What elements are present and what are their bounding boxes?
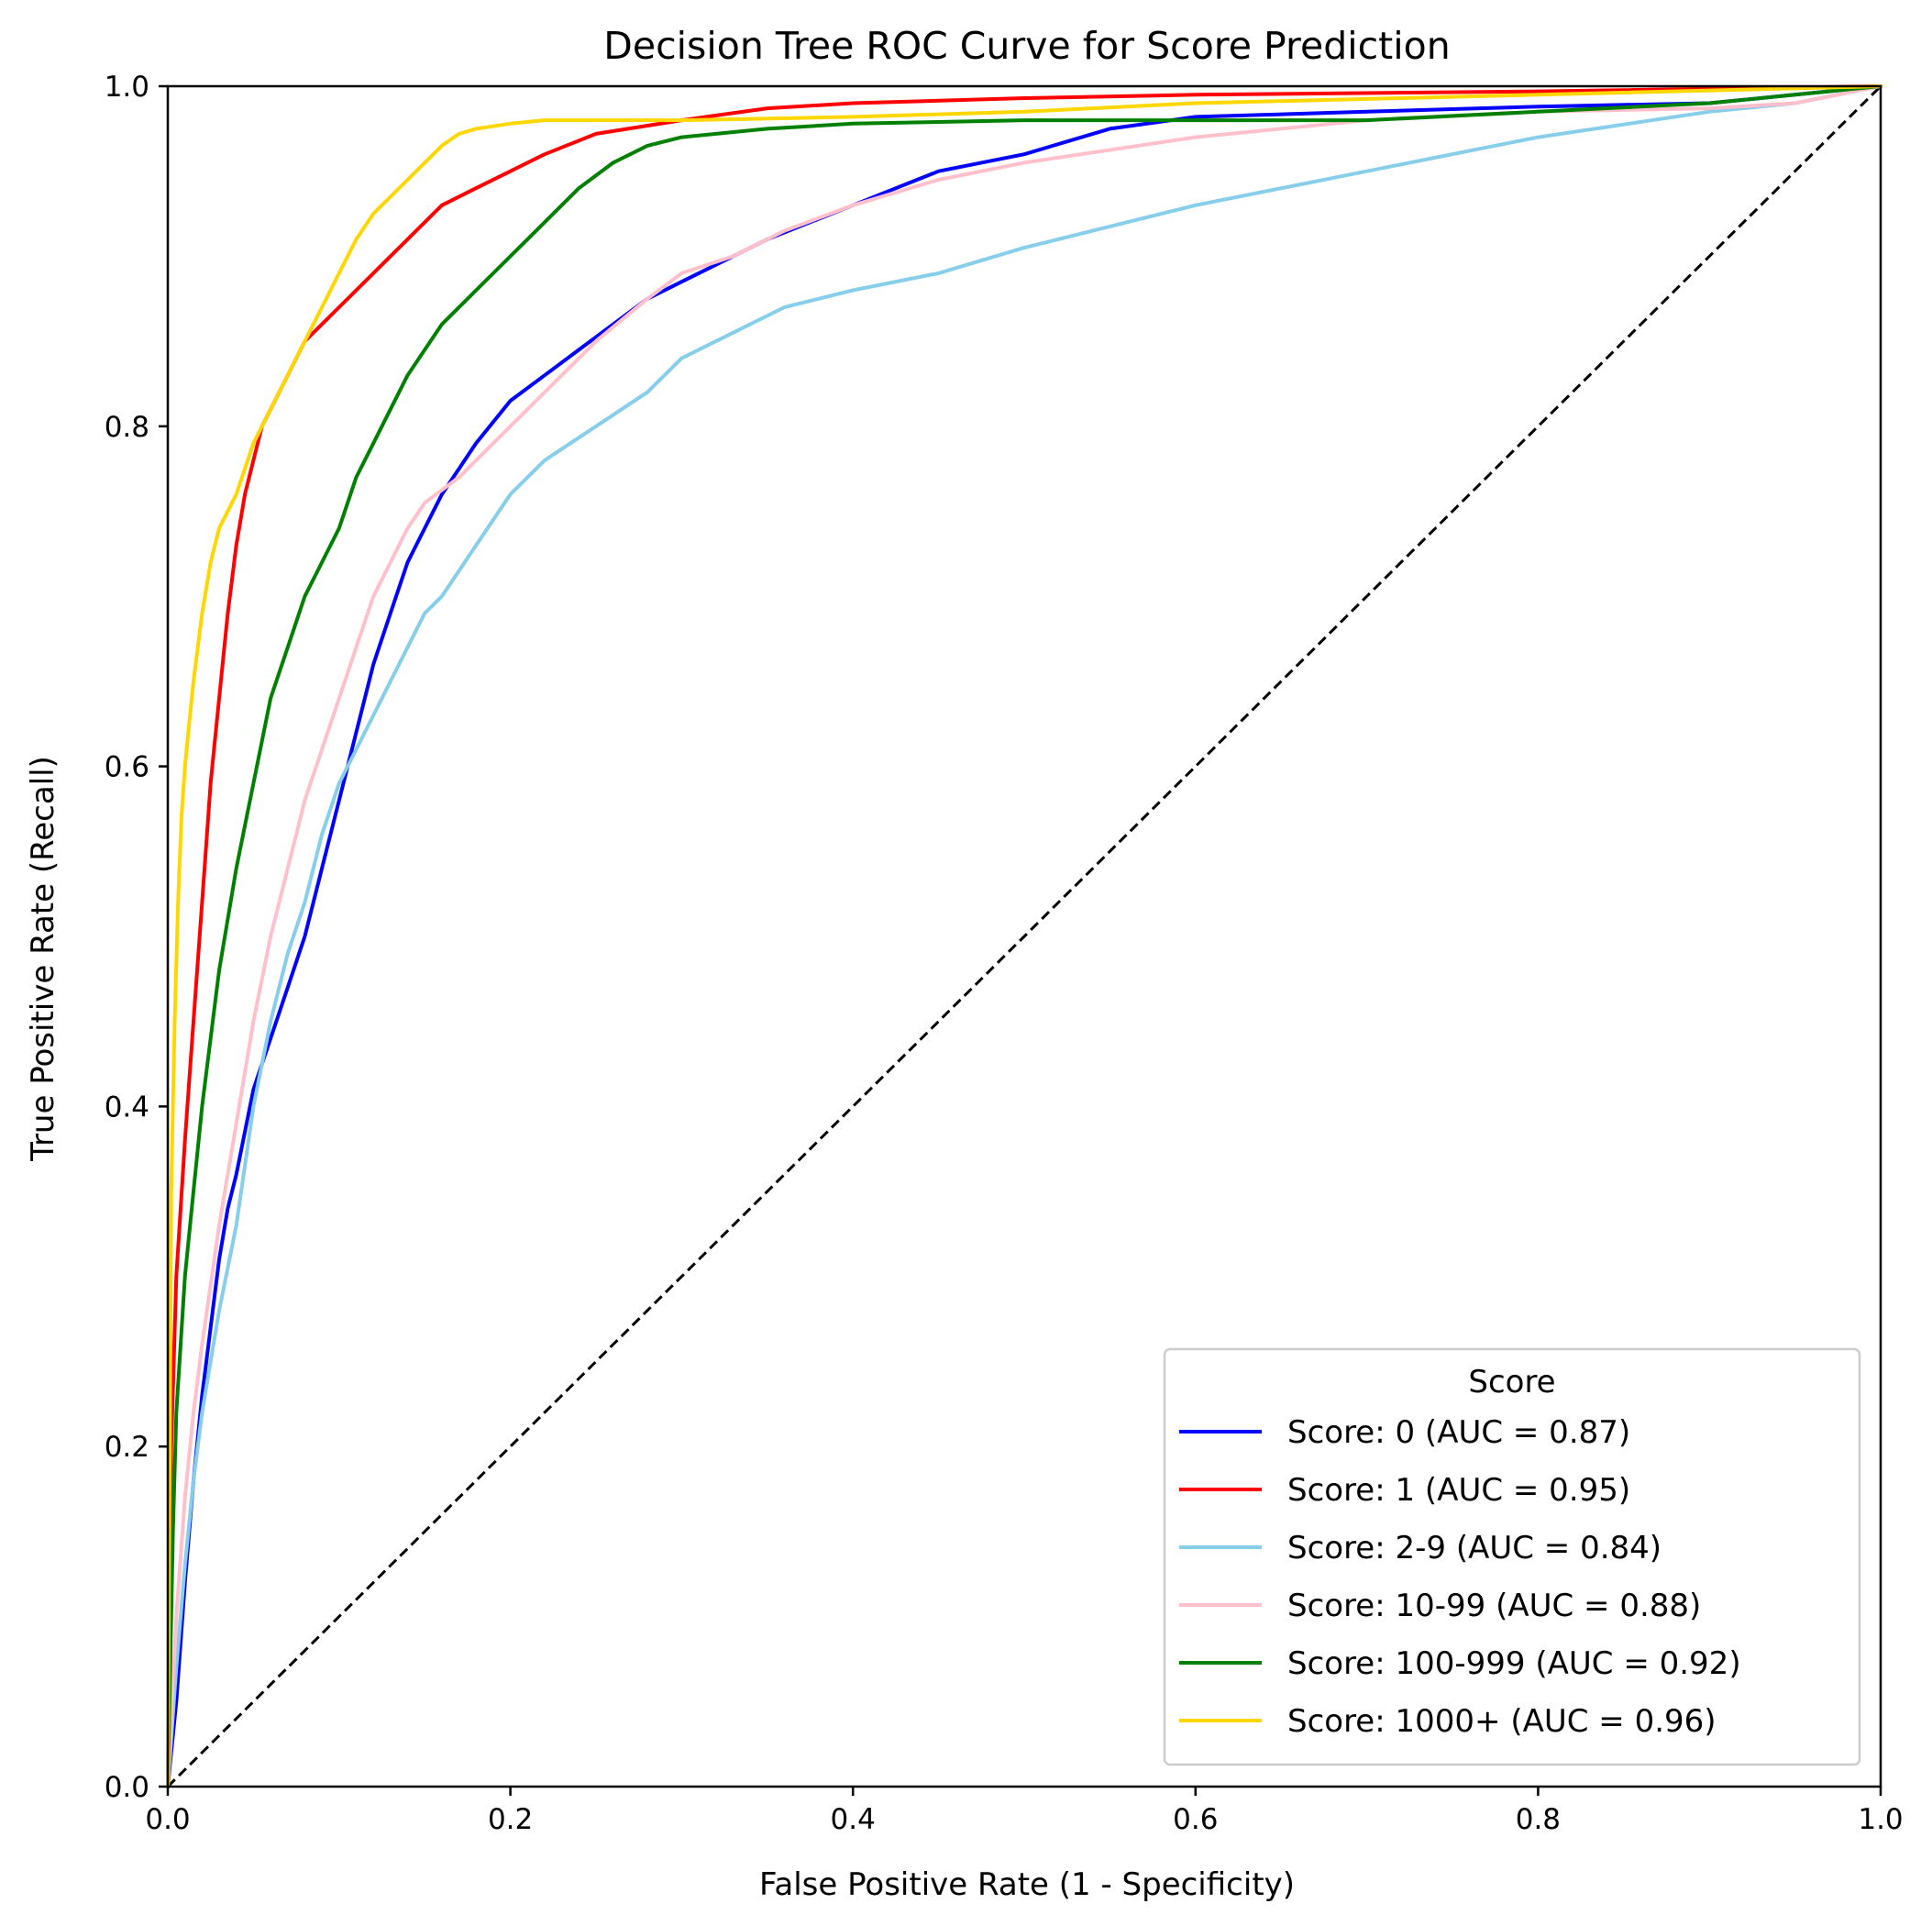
- x-axis-label: False Positive Rate (1 - Specificity): [759, 1866, 1295, 1903]
- legend-entry-5: Score: 1000+ (AUC = 0.96): [1287, 1703, 1717, 1740]
- y-tick-label: 0.6: [105, 751, 149, 784]
- legend-box: [1163, 1347, 1861, 1766]
- legend-entry-0: Score: 0 (AUC = 0.87): [1287, 1414, 1630, 1451]
- axes: 0.0 0.2 0.4 0.6 0.8 1.0 0.0 0.2 0.4 0.6 0.8 1.0: [105, 71, 1904, 1836]
- legend-entry-4: Score: 100-999 (AUC = 0.92): [1287, 1645, 1741, 1682]
- y-tick-label: 0.2: [105, 1431, 149, 1464]
- y-tick-label: 0.8: [105, 411, 149, 444]
- chart-title: Decision Tree ROC Curve for Score Predic…: [603, 24, 1450, 68]
- series-line-0: [166, 84, 1882, 1788]
- x-tick-label: 0.4: [831, 1803, 876, 1836]
- x-tick-label: 0.2: [488, 1803, 533, 1836]
- y-tick-label: 1.0: [105, 71, 149, 104]
- series-line-2: [166, 84, 1882, 1788]
- legend-entry-3: Score: 10-99 (AUC = 0.88): [1287, 1588, 1701, 1624]
- x-tick-label: 1.0: [1858, 1803, 1903, 1836]
- x-tick-label: 0.8: [1516, 1803, 1561, 1836]
- legend-entry-2: Score: 2-9 (AUC = 0.84): [1287, 1530, 1662, 1566]
- series-line-1: [166, 84, 1882, 1788]
- legend: Score Score: 0 (AUC = 0.87) Score: 1 (AUC …: [1163, 1347, 1861, 1766]
- y-axis-label: True Positive Rate (Recall): [25, 756, 61, 1162]
- series-line-3: [166, 84, 1882, 1788]
- plot-content: [166, 84, 1882, 1788]
- series-line-5: [166, 84, 1882, 1788]
- legend-entry-1: Score: 1 (AUC = 0.95): [1287, 1472, 1630, 1509]
- axes-frame: [166, 84, 1882, 1788]
- diagonal-reference-line: [166, 84, 1882, 1788]
- x-tick-label: 0.6: [1173, 1803, 1218, 1836]
- x-tick-label: 0.0: [145, 1803, 190, 1836]
- legend-title: Score: [1468, 1364, 1555, 1400]
- y-tick-label: 0.4: [105, 1090, 149, 1124]
- series-line-4: [166, 84, 1882, 1788]
- y-tick-label: 0.0: [105, 1771, 149, 1804]
